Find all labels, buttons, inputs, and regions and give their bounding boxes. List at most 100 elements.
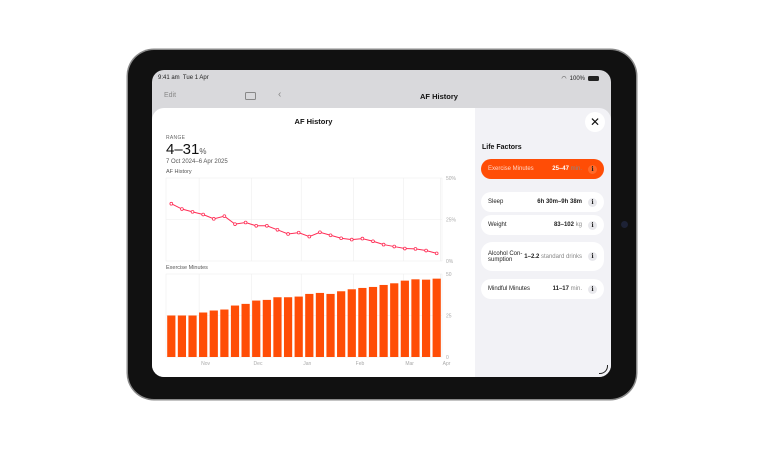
unit: kg	[575, 222, 582, 228]
af-point	[403, 246, 407, 251]
sidebar-icon[interactable]	[245, 92, 256, 100]
info-icon[interactable]: i	[588, 284, 597, 294]
exercise-bar	[390, 283, 399, 357]
unit: min.	[570, 166, 582, 172]
resize-handle[interactable]	[599, 365, 608, 374]
battery-icon	[588, 76, 599, 81]
af-point	[190, 210, 195, 214]
af-point	[339, 236, 343, 241]
y-tick-label: 50%	[446, 176, 457, 182]
exercise-bar	[199, 312, 208, 357]
life-factor-item[interactable]: Sleep 6h 30m–9h 38m i	[481, 192, 604, 212]
exercise-bar	[220, 309, 229, 357]
af-point	[254, 224, 259, 228]
chevron-left-icon[interactable]: ‹	[278, 89, 282, 100]
y-tick-label: 25	[446, 314, 452, 320]
time: 9:41 am	[158, 75, 180, 81]
value: 1–2.2	[524, 253, 540, 260]
exercise-chart-title: Exercise Minutes	[166, 265, 208, 271]
af-point	[265, 224, 269, 228]
life-factors-panel: ✕ Life Factors Exercise Minutes 25–47 min…	[475, 108, 611, 377]
value: 6h 30m–9h 38m	[537, 199, 582, 205]
exercise-bar	[252, 300, 261, 357]
af-point	[169, 201, 174, 206]
exercise-bar	[337, 291, 346, 357]
value: 25–47	[552, 166, 569, 172]
date-range: 7 Oct 2024–6 Apr 2025	[166, 159, 228, 165]
af-point	[413, 247, 418, 251]
af-point	[307, 234, 312, 239]
wifi-icon: ◠	[561, 76, 567, 82]
screen: 9:41 am Tue 1 Apr ◠ 100% Edit ‹ AF Histor…	[152, 70, 611, 377]
y-tick-label: 25%	[446, 218, 457, 224]
af-point	[371, 239, 375, 244]
exercise-bar	[177, 315, 187, 357]
exercise-bar	[315, 292, 325, 357]
life-factor-name: Mindful Minutes	[488, 286, 531, 292]
status-right: ◠ 100%	[561, 75, 599, 82]
nav-title: AF History	[420, 92, 458, 101]
y-tick-label: 0	[446, 355, 449, 361]
exercise-bar	[188, 315, 197, 357]
x-tick-label: Mar	[405, 361, 414, 367]
af-point	[211, 217, 216, 221]
exercise-bar	[230, 305, 240, 357]
chart-panel: AF History RANGE 4–31% 7 Oct 2024–6 Apr …	[152, 108, 475, 377]
life-factor-value: 11–17 min.	[553, 286, 582, 292]
value: 11–17	[552, 286, 569, 292]
x-tick-label: Jan	[303, 361, 311, 367]
af-point	[349, 237, 354, 242]
y-tick-label: 50	[446, 272, 452, 278]
life-factor-item[interactable]: Weight 83–102 kg i	[481, 215, 604, 235]
life-factor-value: 83–102 kg	[554, 222, 582, 228]
exercise-bar	[167, 315, 176, 357]
exercise-bar	[379, 284, 388, 357]
info-icon[interactable]: i	[588, 164, 597, 174]
exercise-bar	[347, 289, 356, 357]
range-unit: %	[199, 147, 207, 156]
exercise-bar	[283, 297, 293, 357]
af-point	[180, 207, 184, 211]
info-icon[interactable]: i	[588, 252, 597, 261]
range-value: 4–31%	[166, 141, 207, 158]
life-factor-value: 6h 30m–9h 38m	[537, 199, 582, 205]
info-icon[interactable]: i	[588, 220, 597, 230]
life-factor-item[interactable]: Exercise Minutes 25–47 min. i	[481, 159, 604, 179]
camera	[621, 221, 628, 228]
af-point	[434, 251, 439, 256]
exercise-bar	[421, 279, 431, 357]
close-icon: ✕	[589, 115, 601, 129]
exercise-bar	[294, 296, 303, 357]
exercise-bar	[262, 299, 271, 357]
af-point	[233, 222, 237, 226]
exercise-bar	[273, 297, 282, 357]
exercise-bar	[411, 279, 420, 357]
exercise-bar	[368, 286, 378, 357]
x-tick-label: Apr	[443, 361, 451, 367]
af-point	[286, 232, 290, 236]
unit: standard drinks	[540, 253, 582, 260]
range-label: RANGE	[166, 135, 186, 141]
unit: min.	[570, 286, 582, 292]
exercise-bar	[400, 280, 409, 357]
value: 83–102	[553, 222, 574, 228]
close-button[interactable]: ✕	[585, 112, 605, 132]
af-point	[424, 248, 428, 253]
exercise-bar	[358, 287, 367, 357]
y-tick-label: 0%	[446, 259, 454, 265]
exercise-bar	[209, 310, 218, 357]
life-factor-name: Weight	[488, 222, 507, 228]
af-point	[296, 230, 301, 235]
x-tick-label: Feb	[356, 361, 365, 367]
af-point	[222, 214, 227, 218]
edit-button[interactable]: Edit	[164, 92, 177, 99]
sheet-title: AF History	[294, 117, 333, 126]
life-factor-item[interactable]: Alcohol Con-sumption 1–2.2 standard drink…	[481, 242, 604, 271]
life-factor-name: Sleep	[488, 199, 504, 205]
af-point	[392, 244, 397, 249]
life-factor-value: 1–2.2 standard drinks	[524, 254, 582, 260]
af-point	[243, 220, 248, 225]
info-icon[interactable]: i	[588, 197, 597, 207]
life-factor-item[interactable]: Mindful Minutes 11–17 min. i	[481, 279, 604, 299]
battery-level: 100%	[569, 75, 585, 82]
